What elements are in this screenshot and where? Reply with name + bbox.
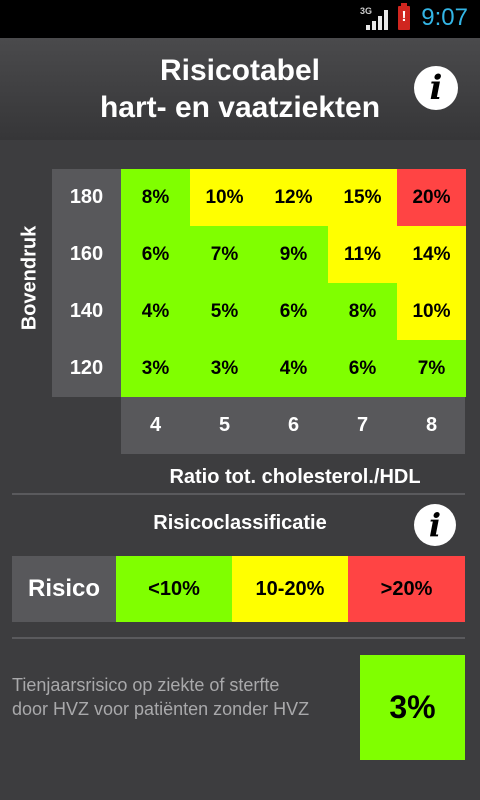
risk-cell[interactable]: 9% bbox=[259, 226, 328, 283]
row-header: 180 bbox=[69, 186, 104, 208]
signal-icon bbox=[366, 10, 388, 30]
battery-alert-icon: ! bbox=[398, 3, 410, 30]
risk-cell[interactable]: 7% bbox=[397, 340, 466, 397]
risk-cell[interactable]: 11% bbox=[328, 226, 397, 283]
risk-cell[interactable]: 12% bbox=[259, 169, 328, 226]
column-headers: 4 5 6 7 8 bbox=[121, 397, 465, 454]
risk-cell[interactable]: 6% bbox=[328, 340, 397, 397]
risk-label: Risico bbox=[12, 556, 116, 622]
divider bbox=[12, 493, 465, 495]
risk-cell[interactable]: 8% bbox=[328, 283, 397, 340]
risk-cell[interactable]: 6% bbox=[259, 283, 328, 340]
app-header: Risicotabel hart- en vaatziekten bbox=[0, 38, 480, 140]
risk-level-cell: <10% bbox=[116, 556, 232, 622]
network-type: 3G bbox=[360, 6, 373, 16]
info-icon[interactable]: i bbox=[414, 66, 458, 110]
result-description: Tienjaarsrisico op ziekte of sterfte doo… bbox=[12, 675, 310, 719]
risk-level-cell: >20% bbox=[348, 556, 465, 622]
x-axis-label: Ratio tot. cholesterol./HDL bbox=[169, 466, 421, 488]
column-header: 6 bbox=[287, 414, 300, 436]
row-header: 160 bbox=[69, 243, 104, 265]
info-icon[interactable]: i bbox=[414, 504, 456, 546]
clock: 9:07 bbox=[421, 4, 468, 31]
row-headers: 180 160 140 120 bbox=[52, 169, 121, 397]
risk-level-cell: 10-20% bbox=[232, 556, 348, 622]
risk-cell[interactable]: 10% bbox=[397, 283, 466, 340]
risk-cell[interactable]: 3% bbox=[190, 340, 259, 397]
risk-cell[interactable]: 3% bbox=[121, 340, 190, 397]
divider bbox=[12, 637, 465, 639]
column-header: 5 bbox=[218, 414, 231, 436]
column-header: 7 bbox=[356, 414, 369, 436]
risk-cell[interactable]: 4% bbox=[121, 283, 190, 340]
risk-cell[interactable]: 8% bbox=[121, 169, 190, 226]
risk-cell[interactable]: 10% bbox=[190, 169, 259, 226]
risk-cell[interactable]: 5% bbox=[190, 283, 259, 340]
column-header: 8 bbox=[425, 414, 438, 436]
classification-title: Risicoclassificatie bbox=[153, 512, 327, 534]
risk-cell[interactable]: 6% bbox=[121, 226, 190, 283]
risk-cell[interactable]: 14% bbox=[397, 226, 466, 283]
risk-cell[interactable]: 20% bbox=[397, 169, 466, 226]
y-axis-label: Bovendruk bbox=[18, 225, 41, 331]
risk-cell[interactable]: 15% bbox=[328, 169, 397, 226]
page-title: Risicotabel hart- en vaatziekten bbox=[99, 54, 381, 124]
column-header: 4 bbox=[149, 414, 162, 436]
risk-cell[interactable]: 7% bbox=[190, 226, 259, 283]
row-header: 120 bbox=[69, 357, 104, 379]
status-bar: 3G ! 9:07 bbox=[0, 0, 480, 38]
row-header: 140 bbox=[69, 300, 104, 322]
risk-cell[interactable]: 4% bbox=[259, 340, 328, 397]
result-value: 3% bbox=[360, 655, 465, 760]
